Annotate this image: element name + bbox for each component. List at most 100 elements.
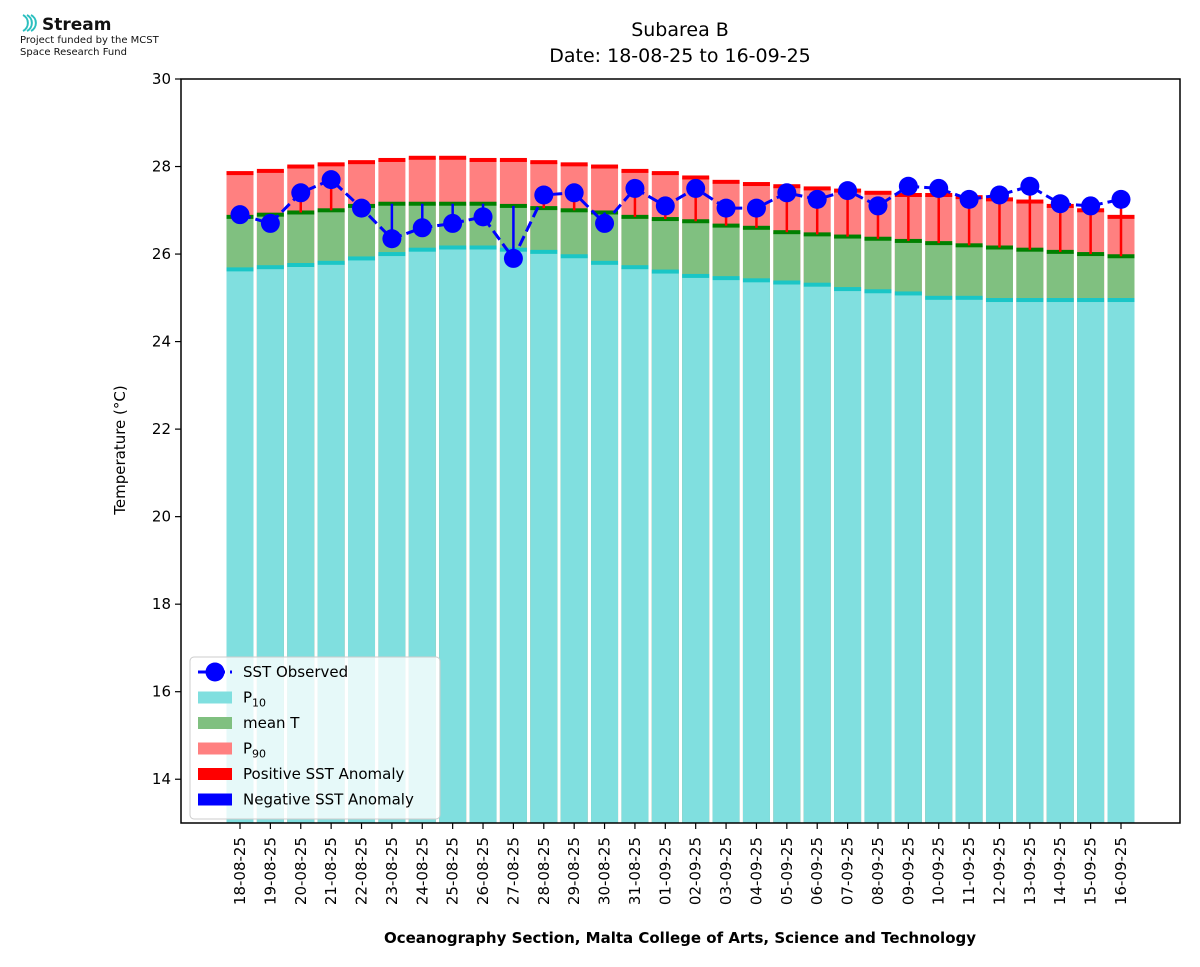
x-tick-label: 14-09-25 [1051, 837, 1069, 905]
y-tick-label: 30 [152, 70, 171, 88]
p10-bar [925, 297, 953, 824]
p10-bar [439, 247, 467, 823]
p10-bar-top [226, 267, 254, 272]
y-tick-label: 26 [152, 245, 171, 263]
sst-observed-point [564, 183, 584, 203]
p90-bar-top [591, 164, 619, 169]
x-tick-label: 03-09-25 [717, 837, 735, 905]
p90-bar-top [742, 182, 770, 187]
p90-bar-top [499, 157, 527, 162]
x-tick-label: 10-09-25 [930, 837, 948, 905]
legend-label: Negative SST Anomaly [243, 791, 414, 809]
sst-observed-point [838, 181, 858, 201]
sst-observed-point [291, 183, 311, 203]
sst-observed-point [655, 196, 675, 216]
p10-bar [591, 262, 619, 823]
sst-observed-point [777, 183, 797, 203]
legend-label-subscript: 90 [252, 748, 266, 761]
legend-label: Positive SST Anomaly [243, 765, 404, 783]
x-tick-label: 06-09-25 [808, 837, 826, 905]
sst-observed-point [989, 185, 1009, 205]
legend-label: mean T [243, 714, 300, 732]
x-tick-label: 28-08-25 [535, 837, 553, 905]
x-tick-label: 27-08-25 [504, 837, 522, 905]
legend-swatch [198, 768, 232, 780]
p10-bar-top [773, 280, 801, 285]
sst-observed-point [929, 178, 949, 198]
sst-observed-point [382, 229, 402, 249]
p90-bar-top [712, 179, 740, 184]
p90-bar-top [408, 155, 436, 160]
p10-bar [1016, 300, 1044, 823]
p10-bar-top [803, 282, 831, 287]
plot-frame [180, 78, 1181, 824]
p10-bar-top [287, 263, 315, 267]
sst-observed-point [959, 189, 979, 209]
footer-credit: Oceanography Section, Malta College of A… [384, 929, 976, 947]
y-tick-label: 22 [152, 420, 171, 438]
y-tick-label: 28 [152, 158, 171, 176]
p10-bar-top [1016, 298, 1044, 303]
sst-observed-point [625, 178, 645, 198]
p90-bar-top [651, 171, 679, 176]
p10-bar-top [621, 265, 649, 270]
p10-bar [985, 300, 1013, 823]
x-tick-label: 19-08-25 [261, 837, 279, 905]
p10-bar [712, 278, 740, 824]
logo-credit-line-1: Project funded by the MCST [20, 35, 159, 46]
p10-bar [651, 271, 679, 823]
p90-bar-top [378, 157, 406, 162]
p10-bar [894, 293, 922, 824]
p10-bar-top [834, 287, 862, 292]
p10-bar-top [1077, 298, 1105, 303]
sst-observed-point [412, 218, 432, 238]
sst-observed-point [746, 198, 766, 218]
legend-swatch [198, 793, 232, 806]
p10-bar [560, 256, 588, 823]
p10-bar-top [742, 278, 770, 283]
legend-swatch [198, 691, 232, 704]
sst-observed-point [1020, 176, 1040, 196]
p10-bar [469, 247, 497, 823]
p90-bar-top [317, 162, 345, 167]
logo-credit-line-2: Space Research Fund [20, 47, 127, 58]
mean-bar-top [1077, 252, 1105, 257]
p10-bar-top [894, 291, 922, 296]
p10-bar [1107, 300, 1135, 823]
x-tick-label: 29-08-25 [565, 837, 583, 905]
sst-observed-point [473, 207, 493, 227]
x-tick-label: 16-09-25 [1112, 837, 1130, 905]
sst-observed-point [230, 205, 250, 225]
p90-bar-top [287, 164, 315, 169]
p10-bar-top [925, 295, 953, 300]
chart-subtitle: Date: 18-08-25 to 16-09-25 [549, 45, 811, 67]
x-tick-label: 09-09-25 [899, 837, 917, 905]
stream-logo: Stream Project funded by the MCST Space … [20, 12, 159, 59]
p10-bar [742, 280, 770, 824]
p10-bar [530, 251, 558, 823]
p90-bar-top [530, 160, 558, 165]
p10-bar-top [378, 252, 406, 257]
p10-bar [1077, 300, 1105, 823]
p90-bar-top [439, 155, 467, 160]
p10-bar-top [651, 269, 679, 274]
x-tick-label: 20-08-25 [292, 837, 310, 905]
plot-area: 14 16 18 20 22 24 26 28 30 18-08-25 19-08-25 20-08-… [152, 70, 1181, 905]
p90-bar-top [682, 175, 710, 180]
sst-observed-point [868, 196, 888, 216]
y-tick-label: 20 [152, 508, 171, 526]
x-tick-label: 26-08-25 [474, 837, 492, 905]
x-tick-label: 18-08-25 [231, 837, 249, 905]
p10-bar [955, 297, 983, 824]
p10-bar-top [1107, 298, 1135, 303]
y-tick-label: 18 [152, 595, 171, 613]
p90-bar-top [256, 168, 284, 173]
p10-bar-top [469, 245, 497, 250]
p10-bar [499, 249, 527, 823]
p10-bar-top [348, 256, 376, 261]
sst-observed-point [716, 198, 736, 218]
p10-bar [834, 289, 862, 824]
x-tick-label: 04-09-25 [747, 837, 765, 905]
x-tick-label: 08-09-25 [869, 837, 887, 905]
